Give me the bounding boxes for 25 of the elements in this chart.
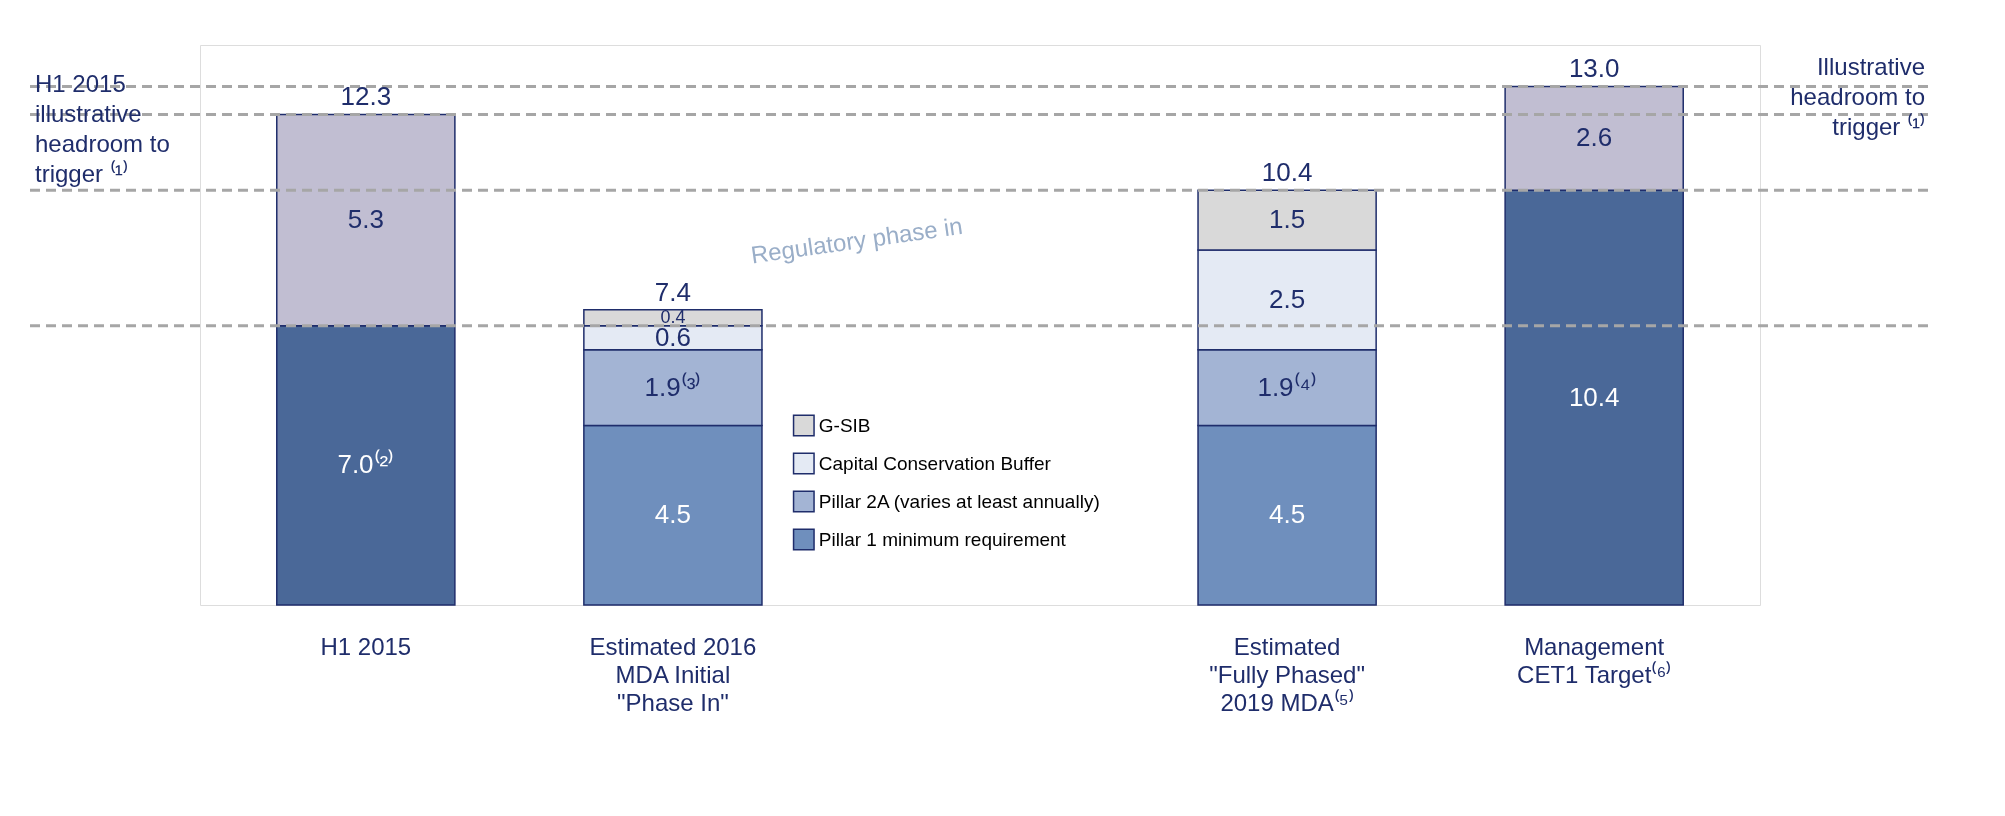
x-tick-label: Estimated "Fully Phased" 2019 MDA⁽⁵⁾ — [1209, 632, 1365, 716]
annotation: Regulatory phase in — [749, 211, 965, 269]
legend-label: Pillar 2A (varies at least annually) — [818, 490, 1100, 512]
legend-label: Pillar 1 minimum requirement — [818, 528, 1067, 550]
data-label: 5.3 — [347, 204, 384, 235]
annotation: Illustrative headroom to trigger ⁽¹⁾ — [1790, 53, 1925, 141]
data-label: 1.9⁽⁴⁾ — [1257, 371, 1317, 402]
total-label: 12.3 — [340, 81, 392, 112]
legend-label: G-SIB — [818, 414, 871, 436]
x-tick-label: Estimated 2016 MDA Initial "Phase In" — [589, 632, 757, 716]
data-label: 1.9⁽³⁾ — [644, 371, 702, 402]
annotation: H1 2015 illustrative headroom to trigger ⁽¹⁾ — [35, 70, 170, 187]
data-label: 7.0⁽²⁾ — [337, 449, 395, 480]
total-label: 13.0 — [1568, 53, 1620, 84]
total-label: 7.4 — [654, 276, 691, 307]
data-label: 4.5 — [1269, 499, 1306, 530]
total-label: 10.4 — [1261, 157, 1313, 188]
data-label: 2.6 — [1576, 122, 1613, 153]
x-tick-label: H1 2015 — [320, 632, 412, 660]
data-label: 2.5 — [1269, 283, 1306, 314]
x-tick-label: Management CET1 Target⁽⁶⁾ — [1517, 632, 1672, 688]
data-label: 4.5 — [654, 499, 691, 530]
data-label: 1.5 — [1269, 204, 1306, 235]
data-label: 10.4 — [1568, 381, 1620, 412]
legend-label: Capital Conservation Buffer — [818, 452, 1052, 474]
